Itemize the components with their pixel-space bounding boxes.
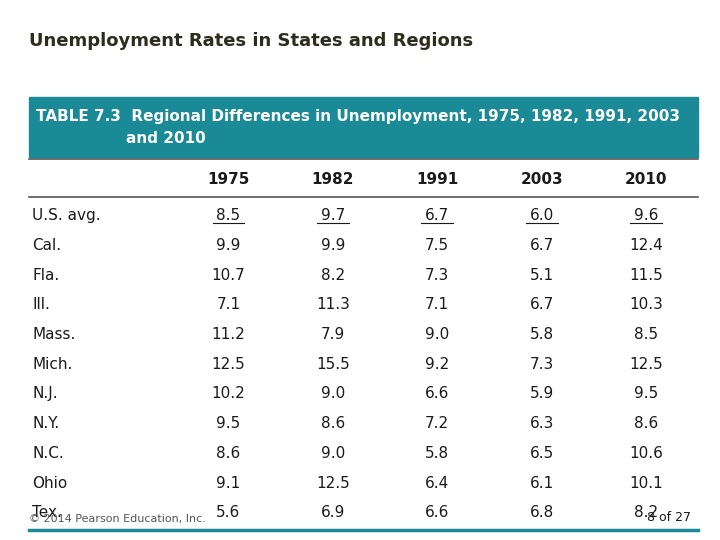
Text: Unemployment Rates in States and Regions: Unemployment Rates in States and Regions <box>29 32 473 50</box>
Text: 9.0: 9.0 <box>320 387 345 401</box>
Text: Fla.: Fla. <box>32 268 60 282</box>
Text: 5.1: 5.1 <box>530 268 554 282</box>
Text: 6.3: 6.3 <box>529 416 554 431</box>
Text: 1991: 1991 <box>416 172 459 187</box>
Text: 7.3: 7.3 <box>425 268 449 282</box>
Text: 8.5: 8.5 <box>634 327 658 342</box>
Text: 9.6: 9.6 <box>634 208 658 223</box>
Text: 6.7: 6.7 <box>425 208 449 223</box>
Text: 8.6: 8.6 <box>216 446 240 461</box>
Text: 8.6: 8.6 <box>320 416 345 431</box>
Text: Ill.: Ill. <box>32 298 50 312</box>
Text: 10.3: 10.3 <box>629 298 663 312</box>
Text: 9.0: 9.0 <box>425 327 449 342</box>
Text: 1975: 1975 <box>207 172 250 187</box>
Text: N.C.: N.C. <box>32 446 64 461</box>
Text: 8.2: 8.2 <box>320 268 345 282</box>
Text: 5.8: 5.8 <box>426 446 449 461</box>
Text: 8.2: 8.2 <box>634 505 658 520</box>
Text: Cal.: Cal. <box>32 238 61 253</box>
Text: 7.5: 7.5 <box>426 238 449 253</box>
Text: 9.0: 9.0 <box>320 446 345 461</box>
Text: 11.5: 11.5 <box>629 268 663 282</box>
Text: Tex.: Tex. <box>32 505 62 520</box>
Text: TABLE 7.3  Regional Differences in Unemployment, 1975, 1982, 1991, 2003: TABLE 7.3 Regional Differences in Unempl… <box>36 109 680 124</box>
Text: © 2014 Pearson Education, Inc.: © 2014 Pearson Education, Inc. <box>29 514 206 524</box>
Text: N.Y.: N.Y. <box>32 416 60 431</box>
Text: 15.5: 15.5 <box>316 357 350 372</box>
Text: 10.2: 10.2 <box>212 387 246 401</box>
Text: 11.3: 11.3 <box>316 298 350 312</box>
Text: 6.7: 6.7 <box>530 298 554 312</box>
Text: 8 of 27: 8 of 27 <box>647 511 691 524</box>
Text: U.S. avg.: U.S. avg. <box>32 208 101 223</box>
Text: 9.1: 9.1 <box>216 476 240 490</box>
Text: 12.5: 12.5 <box>629 357 663 372</box>
Text: 8.5: 8.5 <box>216 208 240 223</box>
Text: Mass.: Mass. <box>32 327 76 342</box>
Text: and 2010: and 2010 <box>126 131 206 146</box>
Text: 7.2: 7.2 <box>426 416 449 431</box>
Text: 5.6: 5.6 <box>216 505 240 520</box>
Text: 6.6: 6.6 <box>425 505 449 520</box>
Text: 9.5: 9.5 <box>634 387 658 401</box>
Text: 9.2: 9.2 <box>425 357 449 372</box>
Text: 8.6: 8.6 <box>634 416 658 431</box>
Text: 12.5: 12.5 <box>212 357 246 372</box>
Text: 6.1: 6.1 <box>530 476 554 490</box>
Text: Ohio: Ohio <box>32 476 68 490</box>
Text: 6.7: 6.7 <box>530 238 554 253</box>
Text: 7.1: 7.1 <box>216 298 240 312</box>
Text: 12.5: 12.5 <box>316 476 350 490</box>
Text: N.J.: N.J. <box>32 387 58 401</box>
Text: 10.1: 10.1 <box>629 476 663 490</box>
Text: 10.6: 10.6 <box>629 446 663 461</box>
Text: 2010: 2010 <box>625 172 667 187</box>
Text: 1982: 1982 <box>312 172 354 187</box>
Text: 9.9: 9.9 <box>216 238 240 253</box>
Text: 9.9: 9.9 <box>320 238 345 253</box>
Text: 9.5: 9.5 <box>216 416 240 431</box>
Text: 7.3: 7.3 <box>530 357 554 372</box>
Text: 2003: 2003 <box>521 172 563 187</box>
Text: 10.7: 10.7 <box>212 268 246 282</box>
Text: 12.4: 12.4 <box>629 238 663 253</box>
Text: 5.9: 5.9 <box>530 387 554 401</box>
Text: 6.4: 6.4 <box>425 476 449 490</box>
Text: 5.8: 5.8 <box>530 327 554 342</box>
Text: 7.9: 7.9 <box>320 327 345 342</box>
Text: 9.7: 9.7 <box>320 208 345 223</box>
Text: 7.1: 7.1 <box>426 298 449 312</box>
Text: 11.2: 11.2 <box>212 327 246 342</box>
Text: Mich.: Mich. <box>32 357 73 372</box>
Text: 6.5: 6.5 <box>530 446 554 461</box>
Text: 6.9: 6.9 <box>320 505 345 520</box>
Text: 6.8: 6.8 <box>530 505 554 520</box>
Text: 6.0: 6.0 <box>530 208 554 223</box>
Text: 6.6: 6.6 <box>425 387 449 401</box>
